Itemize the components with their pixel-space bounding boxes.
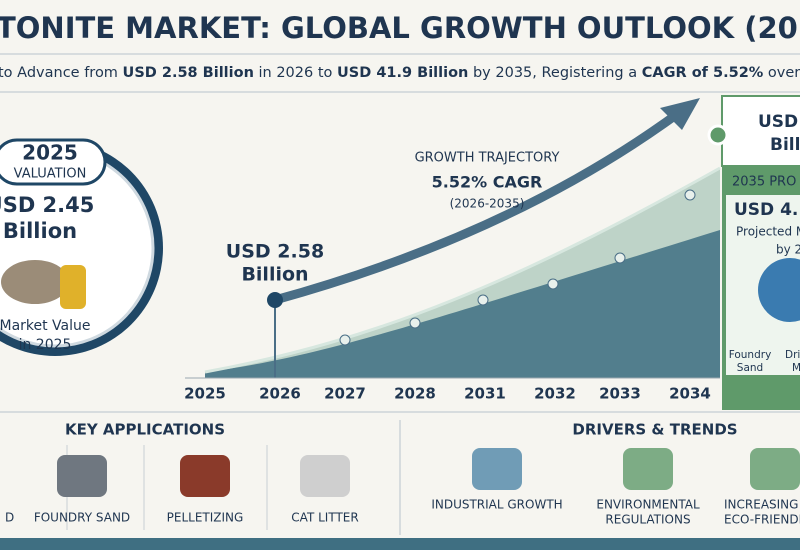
driver-icon [472,448,522,490]
heading: DRIVERS & TRENDS [572,421,737,439]
caption: in 2025 [19,337,72,353]
app-label: PELLETIZING [167,511,244,525]
item: Foundry [729,349,772,361]
caption: Market Value [0,318,91,334]
driver-label: INDUSTRIAL GROWTH [431,498,562,512]
year-label: 2025 [184,385,226,403]
value: USD 4.1 [734,200,800,220]
app-label: CAT LITTER [291,511,358,525]
dot [547,278,559,290]
dot [707,124,729,146]
items: D FOUNDRY SAND PELLETIZING CAT LITTER INDUST… [5,445,800,530]
value: USD 2.45 [0,193,94,217]
callout: Billion [241,264,308,286]
year-label: 2028 [394,385,436,403]
callout: USD 2.58 [226,241,324,263]
cagr: 5.52% CAGR [432,173,543,192]
item: Dri [785,349,800,361]
footer-band [0,538,800,550]
year-badge [0,138,107,186]
heading: KEY APPLICATIONS [65,421,225,439]
trajectory-label: GROWTH TRAJECTORY [415,151,560,166]
subtitle-part: by 2035, Registering a [468,65,641,81]
driver-icon [750,448,800,490]
driver-icon [623,448,673,490]
dot [267,292,283,308]
period: (2026-2035) [450,197,525,211]
globe-icon [758,258,800,322]
year-label: 2026 [259,385,301,403]
caption: by 2 [776,243,800,257]
area [205,230,720,378]
year-label: 2032 [534,385,576,403]
year-box [722,380,800,408]
panel-top [721,95,800,167]
subtitle-part: USD 2.58 Billion [123,65,254,81]
rock-icon [1,260,69,304]
year-label: 2031 [464,385,506,403]
app-icon [57,455,107,497]
item: M [792,362,800,374]
year-label: 2027 [324,385,366,403]
driver-label: ENVIRONMENTAL [596,498,700,512]
title: TONITE MARKET: GLOBAL GROWTH OUTLOOK (20… [0,11,800,45]
trend-line [204,166,721,374]
dot [339,334,351,346]
app-label: FOUNDRY SAND [34,511,130,525]
subtitle: to Advance from USD 2.58 Billion in 2026… [0,65,800,81]
subtitle-part: in 2026 to [254,65,337,81]
top-value: USD 4 [758,112,800,132]
label: VALUATION [14,167,87,182]
subtitle-part: CAGR of 5.52% [642,65,764,81]
year: 2025 [22,141,78,165]
value: Billion [3,219,77,243]
year-label: 2033 [599,385,641,403]
item: Sand [737,362,763,374]
caption: Projected M [736,225,800,239]
app-icon [180,455,230,497]
dot [409,317,421,329]
arrow-head [660,98,700,130]
subtitle-part: over the 2026-2 [763,65,800,81]
driver-label: REGULATIONS [605,513,690,527]
year-label: 2034 [669,385,711,403]
subtitle-part: USD 41.9 Billion [337,65,468,81]
driver-label: ECO-FRIENDL [724,513,800,527]
year-axis: 202520262027202820312032203320342035 [184,385,786,403]
band: 2035 PRO [732,175,796,190]
subtitle-part: to Advance from [0,65,123,81]
app-label: D [5,511,14,525]
app-icon [300,455,350,497]
coins-icon [60,265,86,309]
arrow [273,108,683,305]
top-value: Billi [770,135,800,155]
dot [684,189,696,201]
dot [614,252,626,264]
dot [477,294,489,306]
driver-label: INCREASING [724,498,798,512]
